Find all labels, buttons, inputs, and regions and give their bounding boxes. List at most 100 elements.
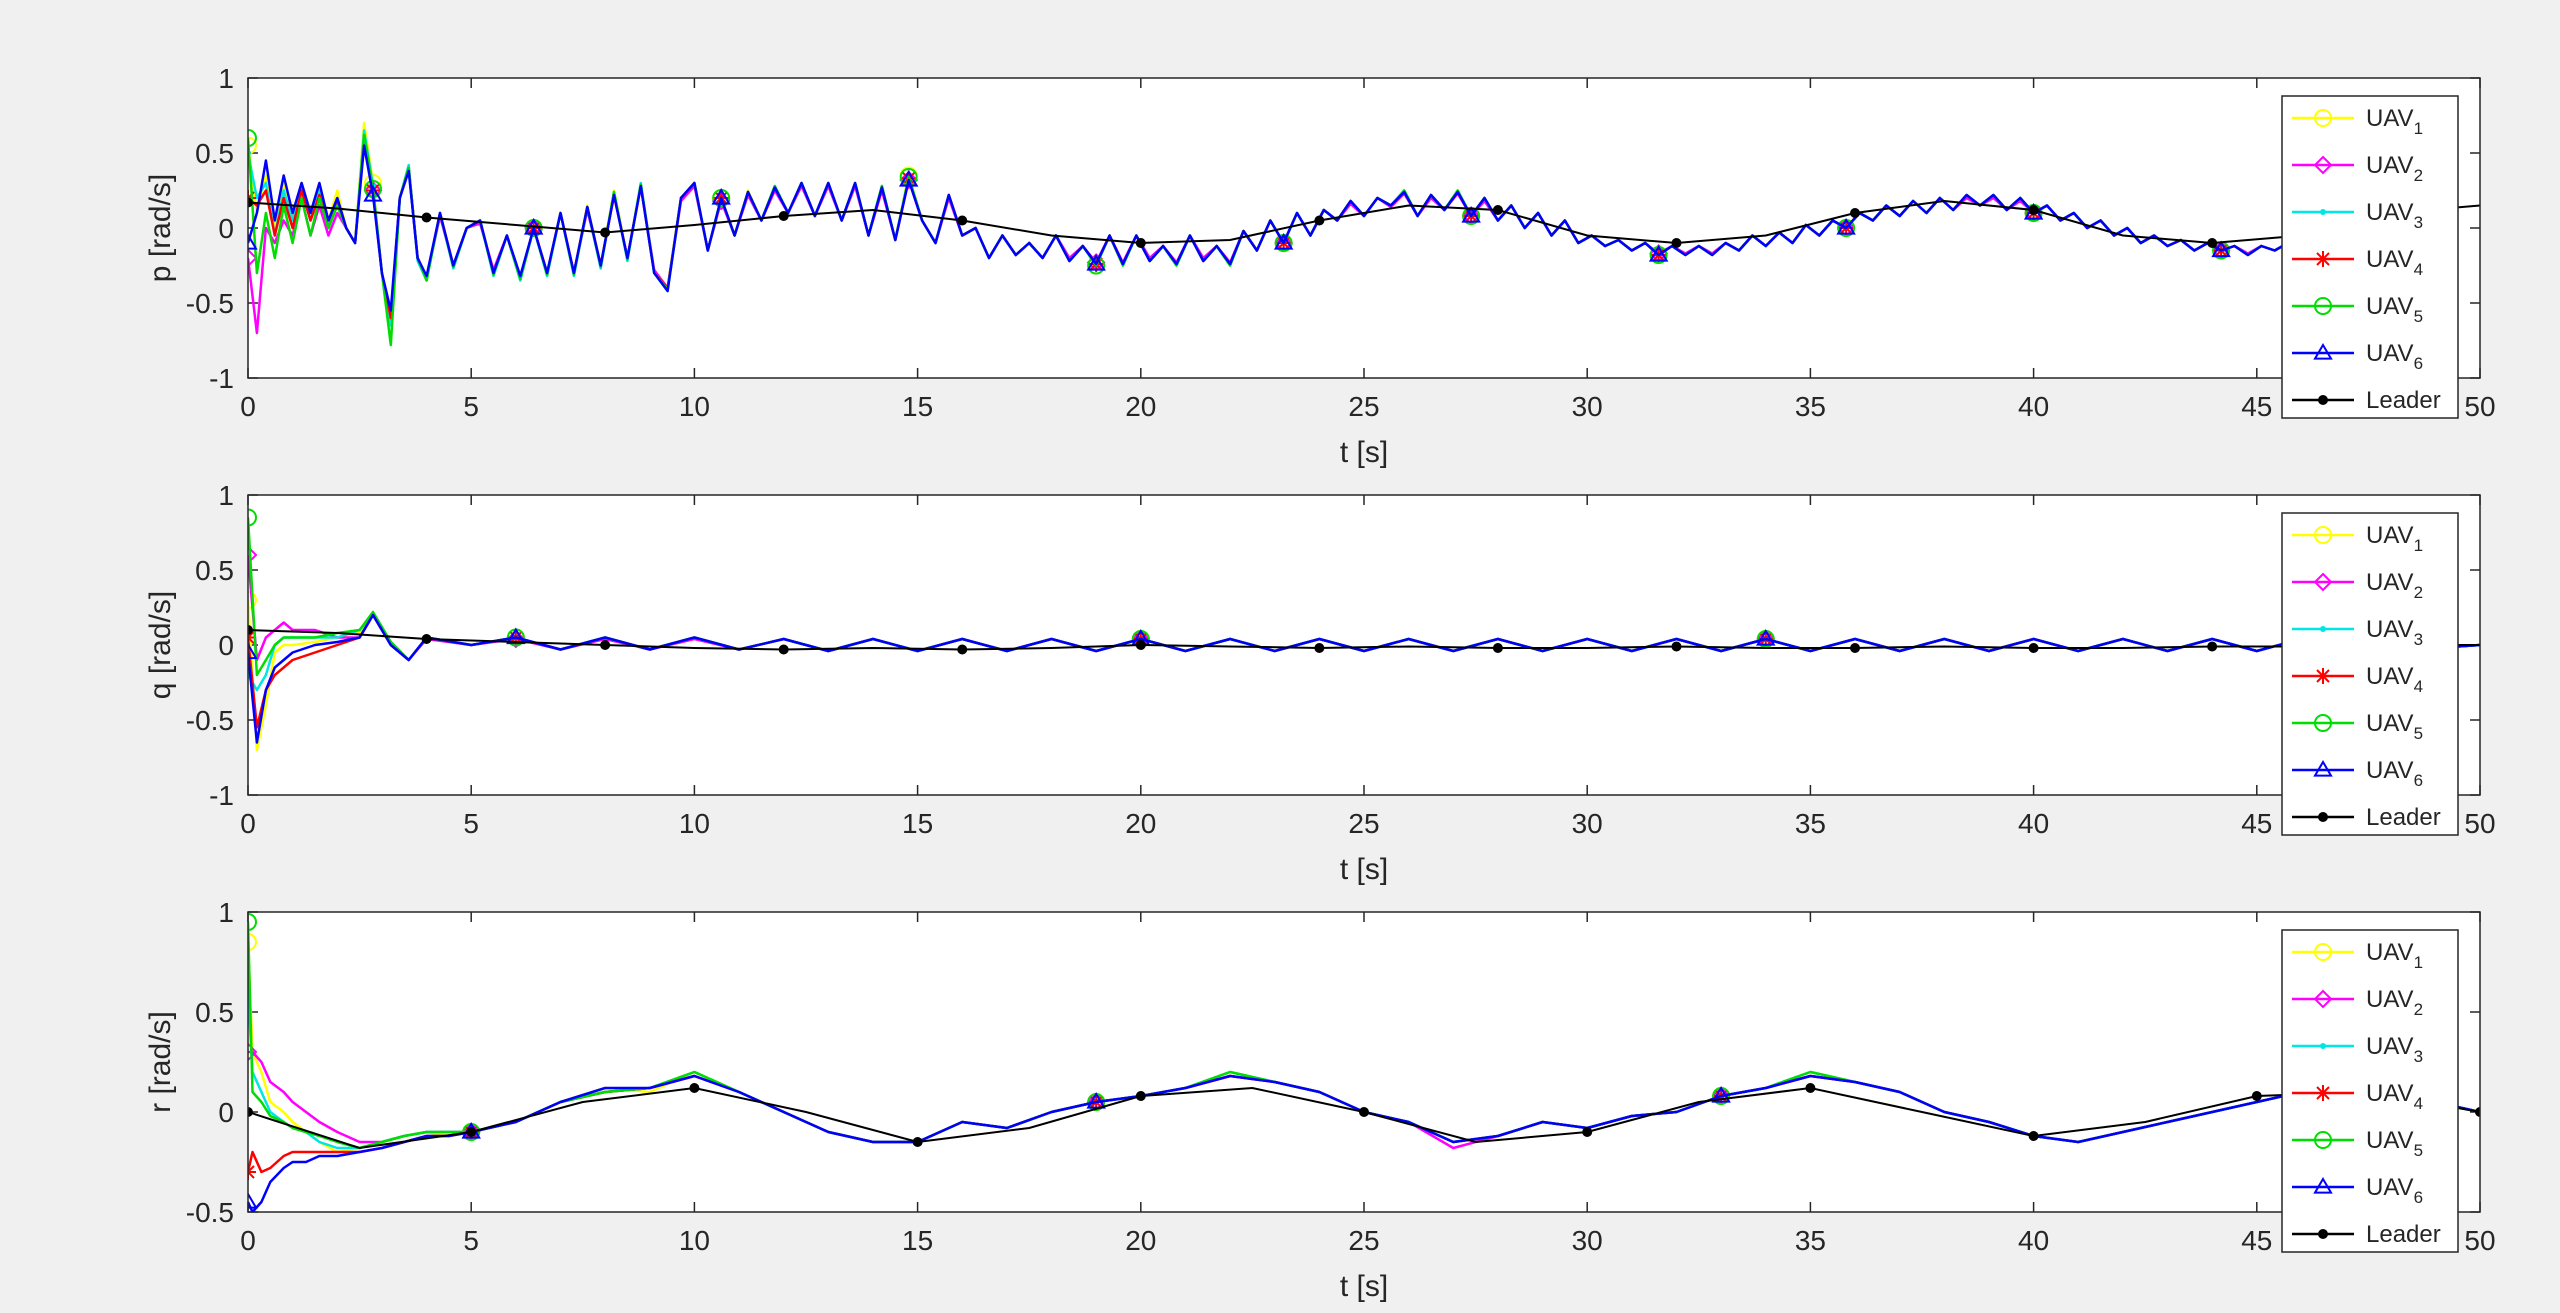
point-Leader — [912, 1137, 923, 1147]
legend-box — [2281, 95, 2459, 419]
y-tick-label: -0.5 — [186, 705, 234, 736]
legend-marker-UAV3 — [2320, 1043, 2326, 1049]
legend-box — [2281, 512, 2459, 836]
point-Leader — [248, 1107, 253, 1117]
x-tick-label: 20 — [1125, 1225, 1156, 1256]
y-tick-label: -0.5 — [186, 288, 234, 319]
series-line-UAV6 — [248, 613, 2480, 744]
point-Leader — [2028, 205, 2039, 215]
point-Leader — [778, 211, 789, 221]
legend-marker-UAV2 — [2313, 155, 2333, 175]
x-tick-label: 25 — [1348, 1225, 1379, 1256]
y-tick-label: 0.5 — [195, 555, 234, 586]
point-Leader — [248, 625, 253, 635]
legend-subscript: 4 — [2414, 677, 2423, 696]
point-Leader — [689, 1083, 700, 1093]
x-tick-label: 0 — [240, 391, 256, 422]
legend-marker-Leader — [2318, 1229, 2328, 1239]
legend-marker-UAV6 — [2313, 343, 2333, 360]
x-tick-label: 40 — [2018, 1225, 2049, 1256]
point-UAV2 — [248, 248, 258, 268]
legend-marker-UAV5 — [2314, 1131, 2332, 1149]
point-Leader — [1135, 238, 1146, 248]
x-tick-label: 15 — [902, 391, 933, 422]
axes-frame — [247, 494, 2481, 796]
point-UAV6 — [248, 642, 258, 660]
point-Leader — [1492, 643, 1503, 653]
legend-marker-UAV2 — [2313, 572, 2333, 592]
point-Leader — [2207, 238, 2218, 248]
y-tick-label: 0.5 — [195, 138, 234, 169]
y-tick-label: -1 — [209, 780, 234, 811]
legend-subscript: 4 — [2414, 260, 2423, 279]
series-line-UAV6 — [248, 1074, 2480, 1212]
point-UAV1 — [248, 933, 257, 951]
axes-frame — [247, 77, 2481, 379]
x-tick-label: 20 — [1125, 808, 1156, 839]
point-Leader — [421, 634, 432, 644]
point-Leader — [466, 1127, 477, 1137]
x-tick-label: 10 — [679, 1225, 710, 1256]
x-tick-label: 35 — [1795, 391, 1826, 422]
x-tick-label: 25 — [1348, 391, 1379, 422]
point-Leader — [1135, 640, 1146, 650]
point-Leader — [1671, 238, 1682, 248]
x-tick-label: 0 — [240, 808, 256, 839]
x-tick-label: 15 — [902, 808, 933, 839]
legend-subscript: 2 — [2414, 583, 2423, 602]
x-tick-label: 10 — [679, 808, 710, 839]
panel-1: 0 5 10 15 20 25 30 35 40 45 50-1-0.500.51t [s]p [r… — [144, 63, 2496, 469]
point-UAV5 — [248, 913, 257, 931]
y-axis-label: r [rad/s] — [144, 1011, 177, 1113]
point-Leader — [778, 644, 789, 655]
x-tick-label: 50 — [2464, 391, 2495, 422]
legend-subscript: 3 — [2414, 213, 2423, 232]
x-tick-label: 40 — [2018, 391, 2049, 422]
point-UAV6 — [1273, 233, 1294, 250]
legend-subscript: 5 — [2414, 724, 2423, 743]
x-axis-label: t [s] — [1340, 436, 1388, 469]
x-tick-label: 35 — [1795, 808, 1826, 839]
point-UAV1 — [248, 591, 257, 609]
point-Leader — [2251, 1091, 2262, 1101]
legend-subscript: 3 — [2414, 630, 2423, 649]
y-tick-label: -1 — [209, 363, 234, 394]
y-tick-label: 1 — [218, 480, 234, 511]
point-UAV6 — [1086, 1092, 1106, 1109]
legend-marker-UAV5 — [2314, 714, 2332, 732]
point-UAV6 — [363, 185, 383, 202]
point-Leader — [957, 644, 968, 655]
legend-subscript: 6 — [2414, 771, 2423, 790]
legend-subscript: 4 — [2414, 1094, 2423, 1113]
legend-marker-UAV3 — [2320, 626, 2326, 632]
point-Leader — [421, 212, 432, 223]
legend-marker-UAV4 — [2315, 251, 2331, 267]
y-tick-label: 0 — [218, 213, 234, 244]
legend-marker-UAV6 — [2313, 760, 2333, 777]
point-UAV6 — [1756, 629, 1776, 646]
y-tick-label: 0.5 — [195, 997, 234, 1028]
data-layer — [248, 508, 2480, 752]
panel-3: 0 5 10 15 20 25 30 35 40 45 50-0.500.51t [s]r [rad… — [144, 897, 2496, 1303]
legend-box — [2281, 929, 2459, 1253]
legend-marker-UAV3 — [2320, 209, 2326, 215]
point-Leader — [248, 197, 253, 208]
point-UAV6 — [248, 1192, 258, 1209]
point-UAV2 — [899, 170, 919, 190]
y-tick-label: 0 — [218, 630, 234, 661]
point-UAV6 — [711, 188, 731, 205]
x-tick-label: 45 — [2241, 1225, 2272, 1256]
legend-subscript: 5 — [2414, 1141, 2423, 1160]
legend-marker-UAV2 — [2313, 989, 2333, 1009]
legend-subscript: 1 — [2414, 119, 2423, 138]
point-Leader — [1805, 1083, 1816, 1093]
x-tick-label: 25 — [1348, 808, 1379, 839]
y-tick-label: 1 — [218, 63, 234, 94]
point-Leader — [957, 215, 968, 226]
data-layer — [248, 121, 2480, 347]
point-Leader — [1492, 205, 1503, 215]
legend-subscript: 2 — [2414, 166, 2423, 185]
y-tick-label: -0.5 — [186, 1197, 234, 1228]
